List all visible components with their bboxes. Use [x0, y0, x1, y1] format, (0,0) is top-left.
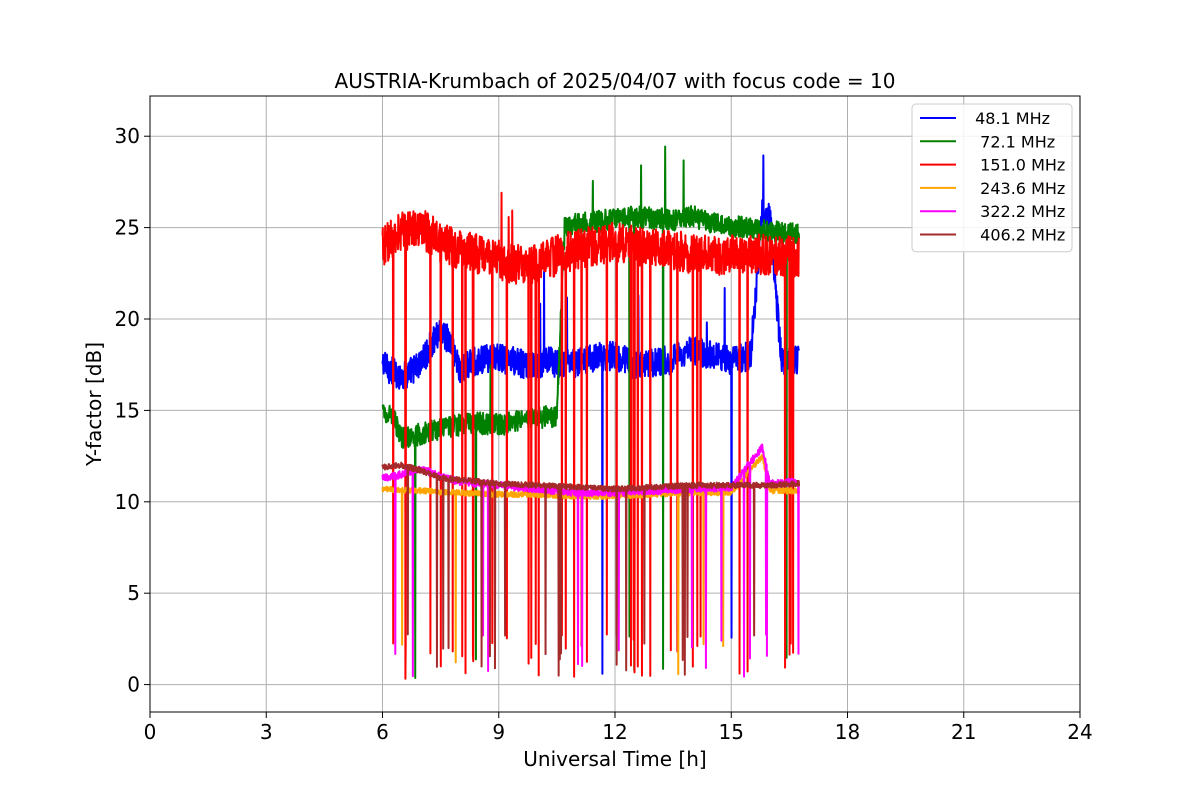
y-tick-label: 30 — [115, 124, 140, 148]
legend: 48.1 MHz 72.1 MHz 151.0 MHz 243.6 MHz 32… — [911, 103, 1073, 253]
y-tick-label: 15 — [115, 398, 140, 422]
legend-entry: 72.1 MHz — [970, 132, 1055, 151]
x-tick-label: 6 — [376, 720, 389, 744]
y-axis-label: Y-factor [dB] — [82, 342, 106, 467]
series-line — [381, 461, 801, 677]
legend-entry: 322.2 MHz — [970, 202, 1065, 221]
series-layer — [381, 145, 801, 680]
x-tick-label: 3 — [260, 720, 273, 744]
x-tick-label: 0 — [144, 720, 157, 744]
y-tick-label: 10 — [115, 490, 140, 514]
chart-title: AUSTRIA-Krumbach of 2025/04/07 with focu… — [335, 69, 896, 93]
y-tick-label: 5 — [127, 581, 140, 605]
legend-entry: 48.1 MHz — [970, 109, 1050, 128]
x-axis-label: Universal Time [h] — [523, 747, 706, 771]
y-tick-label: 25 — [115, 216, 140, 240]
axis-ticks: 0 3 6 9 12 15 18 21 24 0 5 10 15 20 25 30 — [115, 124, 1093, 744]
x-tick-label: 12 — [602, 720, 627, 744]
series-line — [381, 191, 800, 680]
legend-entry: 243.6 MHz — [970, 179, 1065, 198]
legend-entry: 151.0 MHz — [970, 156, 1065, 175]
y-tick-label: 0 — [127, 673, 140, 697]
x-tick-label: 18 — [835, 720, 860, 744]
x-tick-label: 9 — [492, 720, 505, 744]
series-line — [381, 454, 801, 676]
legend-entry: 406.2 MHz — [970, 226, 1065, 245]
x-tick-label: 21 — [951, 720, 976, 744]
x-tick-label: 15 — [719, 720, 744, 744]
x-tick-label: 24 — [1067, 720, 1092, 744]
y-tick-label: 20 — [115, 307, 140, 331]
